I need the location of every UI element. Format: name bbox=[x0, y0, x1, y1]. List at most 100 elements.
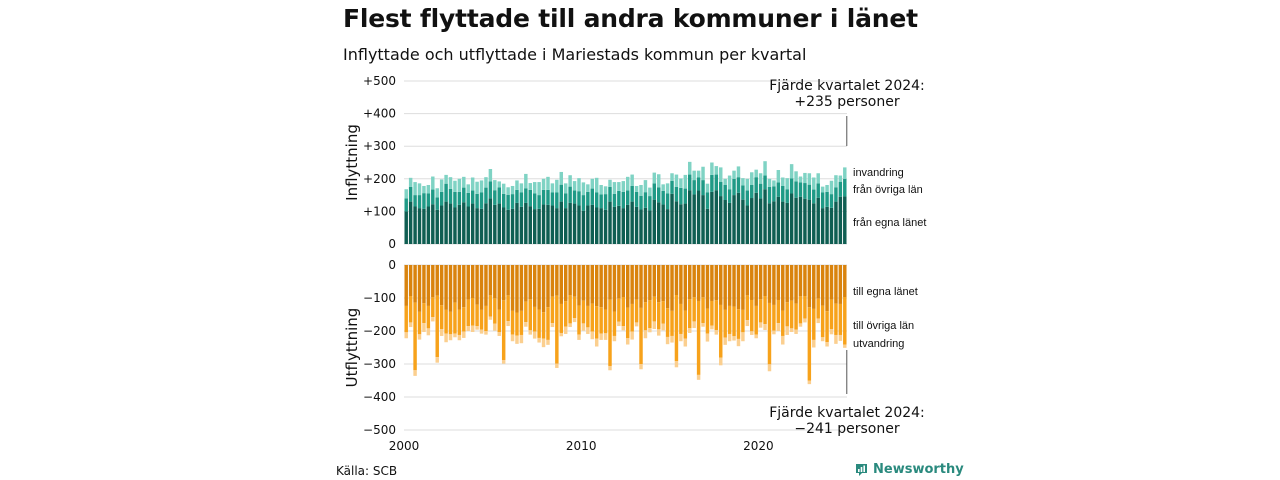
bar-in-från-övriga-län bbox=[625, 190, 630, 205]
bar-ut-utvandring bbox=[550, 323, 555, 328]
bar-ut-utvandring bbox=[435, 357, 439, 363]
bar-ut-till-egna-länet bbox=[497, 265, 501, 310]
bar-ut-till-övriga-län bbox=[546, 307, 550, 340]
annotation-text: Fjärde kvartalet 2024: bbox=[769, 405, 925, 421]
bar-ut-till-övriga-län bbox=[767, 302, 772, 365]
bar-in-från-övriga-län bbox=[758, 183, 763, 199]
bar-ut-till-övriga-län bbox=[426, 305, 431, 329]
bar-ut-till-övriga-län bbox=[448, 311, 453, 335]
bar-in-från-övriga-län bbox=[621, 191, 626, 209]
bar-ut-till-övriga-län bbox=[541, 312, 546, 339]
bar-ut-till-egna-länet bbox=[488, 265, 493, 296]
bar-in-från-övriga-län bbox=[630, 185, 634, 202]
bar-ut-till-egna-länet bbox=[594, 265, 599, 307]
bar-ut-till-övriga-län bbox=[772, 304, 776, 331]
bar-ut-till-egna-länet bbox=[537, 265, 541, 310]
bar-ut-till-egna-länet bbox=[404, 265, 408, 306]
y-tick-label: +200 bbox=[363, 172, 396, 186]
bar-ut-utvandring bbox=[785, 326, 789, 335]
bar-ut-utvandring bbox=[519, 334, 524, 344]
bar-ut-till-egna-länet bbox=[599, 265, 603, 308]
bar-ut-till-övriga-län bbox=[515, 312, 519, 336]
bar-in-från-övriga-län bbox=[422, 193, 426, 209]
bar-ut-utvandring bbox=[705, 333, 710, 342]
bar-ut-utvandring bbox=[506, 321, 510, 327]
bar-ut-utvandring bbox=[466, 326, 470, 331]
bar-in-från-egna-länet bbox=[417, 208, 422, 244]
bar-ut-till-övriga-län bbox=[528, 299, 532, 331]
bar-in-från-egna-länet bbox=[798, 196, 803, 244]
bar-in-från-egna-länet bbox=[661, 204, 665, 244]
bar-ut-till-övriga-län bbox=[657, 302, 661, 330]
bar-ut-till-övriga-län bbox=[692, 297, 696, 322]
bar-in-från-egna-länet bbox=[838, 196, 843, 244]
bar-ut-utvandring bbox=[586, 327, 590, 334]
bar-in-från-egna-länet bbox=[444, 201, 448, 244]
bar-ut-till-egna-länet bbox=[586, 265, 590, 306]
bar-in-från-övriga-län bbox=[701, 180, 705, 196]
bar-in-från-egna-länet bbox=[510, 208, 515, 244]
bar-in-invandring bbox=[590, 178, 595, 189]
bar-in-invandring bbox=[834, 175, 838, 188]
brand-logo[interactable]: Newsworthy bbox=[855, 462, 964, 477]
bar-ut-utvandring bbox=[701, 323, 705, 327]
bar-in-från-egna-länet bbox=[692, 194, 696, 244]
bar-ut-utvandring bbox=[763, 324, 767, 331]
bar-ut-till-egna-länet bbox=[820, 265, 825, 306]
bar-in-från-egna-länet bbox=[803, 198, 807, 244]
bar-in-invandring bbox=[568, 175, 572, 187]
bar-ut-till-egna-länet bbox=[577, 265, 581, 306]
bar-ut-till-övriga-län bbox=[599, 307, 603, 334]
bar-in-från-egna-länet bbox=[559, 201, 563, 244]
bar-ut-till-egna-länet bbox=[767, 265, 772, 303]
bar-in-från-egna-länet bbox=[625, 204, 630, 244]
bar-ut-utvandring bbox=[462, 331, 466, 338]
bar-ut-till-övriga-län bbox=[661, 301, 665, 324]
bar-in-från-egna-länet bbox=[643, 207, 648, 244]
bar-in-från-övriga-län bbox=[723, 184, 727, 200]
bar-ut-till-egna-länet bbox=[683, 265, 688, 311]
bar-ut-till-övriga-län bbox=[462, 307, 466, 332]
bar-in-från-egna-länet bbox=[422, 208, 426, 244]
bar-ut-till-övriga-län bbox=[794, 303, 798, 330]
bar-in-invandring bbox=[426, 184, 431, 194]
bar-in-från-övriga-län bbox=[612, 193, 617, 207]
bar-in-från-egna-länet bbox=[497, 203, 501, 244]
bar-ut-till-egna-länet bbox=[710, 265, 714, 301]
bar-in-från-övriga-län bbox=[497, 187, 501, 204]
bar-ut-till-egna-länet bbox=[541, 265, 546, 313]
bar-ut-till-egna-länet bbox=[816, 265, 820, 299]
bar-ut-till-övriga-län bbox=[537, 309, 541, 338]
bar-in-från-övriga-län bbox=[617, 190, 621, 206]
bar-in-från-övriga-län bbox=[439, 191, 444, 206]
bar-in-från-egna-länet bbox=[484, 203, 488, 244]
bar-ut-till-övriga-län bbox=[488, 295, 493, 317]
bar-in-från-övriga-län bbox=[807, 184, 812, 200]
bar-in-från-övriga-län bbox=[719, 181, 723, 197]
bar-ut-till-egna-länet bbox=[692, 265, 696, 298]
bar-in-från-egna-länet bbox=[736, 192, 741, 244]
bar-in-från-övriga-län bbox=[825, 191, 829, 207]
bar-in-från-egna-länet bbox=[546, 204, 550, 244]
bar-ut-utvandring bbox=[457, 334, 462, 341]
bar-ut-utvandring bbox=[470, 325, 475, 332]
bar-in-från-övriga-län bbox=[581, 195, 586, 211]
bar-ut-till-egna-länet bbox=[532, 265, 537, 307]
bar-ut-till-egna-länet bbox=[612, 265, 617, 312]
bar-ut-till-egna-länet bbox=[559, 265, 563, 304]
bar-ut-till-övriga-län bbox=[634, 299, 639, 323]
bar-ut-till-egna-länet bbox=[785, 265, 789, 303]
bar-ut-till-övriga-län bbox=[435, 295, 439, 358]
bar-ut-till-egna-länet bbox=[741, 265, 745, 310]
bar-ut-till-övriga-län bbox=[696, 300, 701, 375]
bar-ut-till-övriga-län bbox=[829, 299, 834, 330]
bar-in-invandring bbox=[732, 170, 736, 179]
bar-ut-utvandring bbox=[594, 338, 599, 347]
bar-ut-utvandring bbox=[603, 333, 608, 340]
bar-in-invandring bbox=[599, 184, 603, 195]
bar-ut-utvandring bbox=[727, 333, 732, 342]
bar-in-från-övriga-län bbox=[426, 193, 431, 207]
bar-ut-utvandring bbox=[767, 364, 772, 372]
bar-in-från-övriga-län bbox=[785, 189, 789, 203]
bar-ut-till-övriga-län bbox=[741, 309, 745, 333]
